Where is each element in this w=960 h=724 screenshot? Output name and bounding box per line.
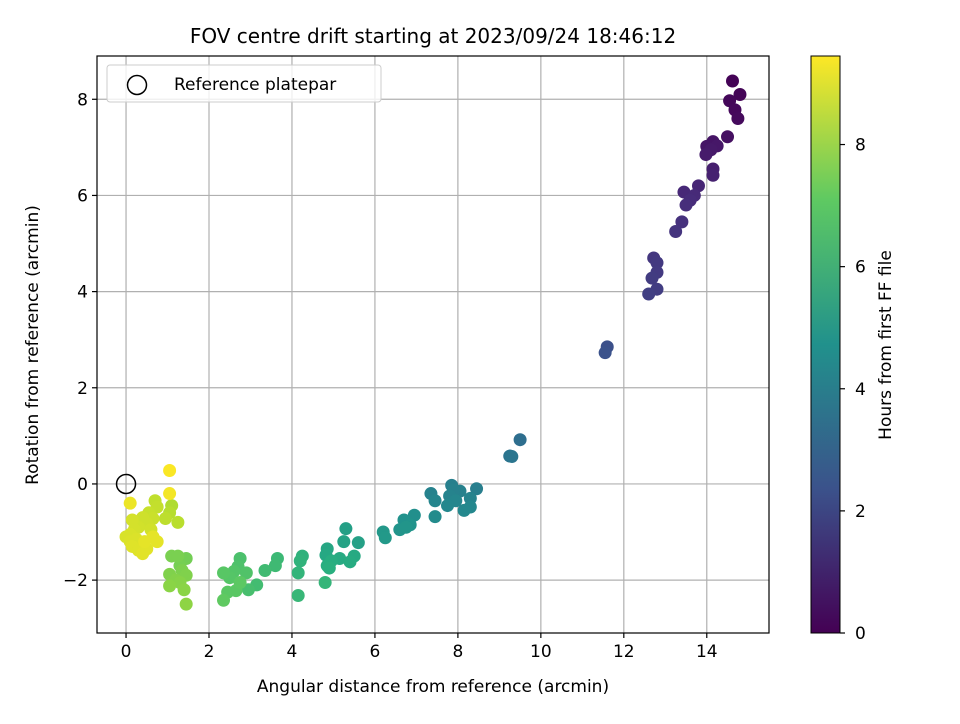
chart-title: FOV centre drift starting at 2023/09/24 … — [190, 24, 676, 48]
colorbar-label: Hours from first FF file — [876, 250, 896, 440]
data-points — [119, 74, 747, 611]
data-point — [171, 549, 185, 563]
data-point — [513, 433, 527, 447]
x-tick-label: 4 — [287, 642, 298, 662]
data-point — [399, 520, 413, 534]
data-point — [675, 215, 689, 229]
data-point — [343, 555, 357, 569]
data-point — [428, 510, 442, 524]
data-point — [457, 503, 471, 517]
data-point — [642, 287, 656, 301]
legend: Reference platepar — [106, 64, 382, 103]
data-point — [378, 531, 392, 545]
data-point — [725, 74, 739, 88]
data-point — [150, 535, 164, 549]
y-tick-label: 8 — [77, 90, 88, 110]
grid-lines — [97, 56, 769, 633]
data-point — [163, 463, 177, 477]
colorbar-tick-label: 0 — [855, 624, 866, 644]
colorbar-tick-label: 8 — [855, 136, 866, 156]
data-point — [505, 450, 519, 464]
x-axis-ticks: 0 2 4 6 8 10 12 14 — [121, 633, 718, 662]
x-tick-label: 8 — [452, 642, 463, 662]
data-point — [291, 566, 305, 580]
reference-marker — [115, 473, 137, 495]
data-point — [428, 494, 442, 508]
y-axis-label: Rotation from reference (arcmin) — [23, 205, 43, 485]
data-point — [258, 563, 272, 577]
data-point — [291, 588, 305, 602]
data-point — [351, 536, 365, 550]
colorbar-gradient — [810, 55, 841, 634]
x-axis-label: Angular distance from reference (arcmin) — [257, 677, 609, 697]
data-point — [699, 148, 713, 162]
data-point — [233, 576, 247, 590]
data-point — [293, 554, 307, 568]
y-tick-label: 4 — [77, 283, 88, 303]
data-point — [721, 130, 735, 144]
data-point — [179, 597, 193, 611]
data-point — [339, 522, 353, 536]
data-point — [171, 515, 185, 529]
legend-box — [106, 64, 382, 103]
colorbar: 0 2 4 6 8 Hours from first FF file — [810, 55, 896, 644]
data-point — [441, 499, 455, 513]
data-point — [163, 579, 177, 593]
data-point — [733, 87, 747, 101]
data-point — [123, 496, 137, 510]
y-tick-label: 2 — [77, 379, 88, 399]
data-point — [268, 559, 282, 573]
data-point — [239, 566, 253, 580]
data-point — [217, 566, 231, 580]
data-point — [318, 576, 332, 590]
colorbar-tick-label: 6 — [855, 258, 866, 278]
y-axis-ticks: −2 0 2 4 6 8 — [63, 90, 97, 591]
colorbar-tick-label: 2 — [855, 502, 866, 522]
data-point — [177, 583, 191, 597]
legend-reference-marker — [126, 74, 148, 96]
data-point — [645, 271, 659, 285]
x-tick-label: 10 — [530, 642, 552, 662]
data-point — [337, 535, 351, 549]
colorbar-ticks: 0 2 4 6 8 — [840, 136, 866, 644]
x-tick-label: 2 — [204, 642, 215, 662]
y-tick-label: 6 — [77, 186, 88, 206]
data-point — [679, 198, 693, 212]
y-tick-label: −2 — [63, 571, 88, 591]
data-point — [163, 487, 177, 501]
x-tick-label: 0 — [121, 642, 132, 662]
data-point — [217, 593, 231, 607]
data-point — [158, 512, 172, 526]
data-point — [650, 256, 664, 270]
data-point — [669, 225, 683, 239]
colorbar-tick-label: 4 — [855, 380, 866, 400]
data-point — [138, 535, 152, 549]
data-point — [706, 168, 720, 182]
x-tick-label: 14 — [696, 642, 718, 662]
data-point — [322, 561, 336, 575]
plot-frame — [96, 55, 770, 634]
y-tick-label: 0 — [77, 475, 88, 495]
x-tick-label: 12 — [613, 642, 635, 662]
data-point — [598, 346, 612, 360]
data-point — [470, 482, 484, 496]
x-tick-label: 6 — [370, 642, 381, 662]
data-point — [731, 112, 745, 126]
legend-reference-label: Reference platepar — [174, 75, 336, 95]
